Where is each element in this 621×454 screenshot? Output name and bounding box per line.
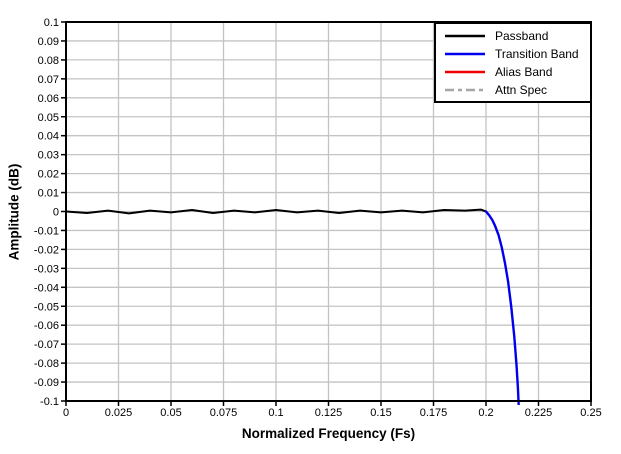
y-tick-label: 0.06 [38,93,59,105]
axis-ticks: 0 0.025 0.05 0.075 0.1 0.125 0.15 0.175 0.2 0.225… [34,17,602,419]
y-tick-label: 0.02 [38,169,59,181]
legend-item-alias-band: Alias Band [444,63,590,81]
x-tick-label: 0.05 [160,407,181,419]
y-tick-label: 0.09 [38,36,59,48]
legend-line-sample-transition-band [445,52,485,55]
legend-label-attn-spec: Attn Spec [495,82,548,97]
legend-item-passband: Passband [444,27,590,45]
legend-label-alias-band: Alias Band [495,64,553,79]
y-tick-label: 0.04 [38,131,59,143]
x-tick-label: 0.15 [370,407,391,419]
y-tick-label: 0.03 [38,150,59,162]
x-tick-label: 0.075 [210,407,238,419]
y-tick-label: -0.01 [34,225,59,237]
y-tick-label: -0.05 [34,301,59,313]
x-tick-label: 0.025 [105,407,133,419]
y-tick-label: 0 [53,207,59,219]
y-tick-label: 0.08 [38,55,59,67]
x-tick-label: 0.25 [580,407,601,419]
x-tick-label: 0.2 [478,407,493,419]
legend-label-passband: Passband [495,28,549,43]
y-tick-label: -0.1 [40,396,59,408]
series-passband [66,208,487,215]
legend: Passband Transition Band Alias Band Attn Sp… [434,22,592,103]
x-tick-label: 0.225 [525,407,553,419]
legend-line-sample-alias-band [445,70,485,73]
x-tick-label: 0 [63,407,69,419]
y-tick-label: -0.02 [34,244,59,256]
x-tick-label: 0.175 [420,407,448,419]
y-tick-label: -0.06 [34,320,59,332]
y-tick-label: -0.08 [34,358,59,370]
legend-line-sample-attn-spec [445,88,485,91]
legend-label-transition-band: Transition Band [495,46,579,61]
y-tick-label: 0.01 [38,188,59,200]
y-tick-label: 0.1 [44,17,59,29]
y-tick-label: 0.05 [38,112,59,124]
legend-item-transition-band: Transition Band [444,45,590,63]
x-axis-title: Normalized Frequency (Fs) [241,426,416,441]
legend-item-attn-spec: Attn Spec [444,81,590,99]
x-tick-label: 0.125 [315,407,343,419]
y-tick-label: 0.07 [38,74,59,86]
series-transition-band [484,210,520,405]
series-group [66,208,520,405]
y-tick-label: -0.07 [34,339,59,351]
plot-frame [65,21,592,402]
legend-line-sample-passband [445,34,485,37]
y-axis-title: Amplitude (dB) [6,163,22,261]
y-tick-label: -0.04 [34,282,59,294]
y-tick-label: -0.03 [34,263,59,275]
y-tick-label: -0.09 [34,377,59,389]
x-tick-label: 0.1 [268,407,283,419]
